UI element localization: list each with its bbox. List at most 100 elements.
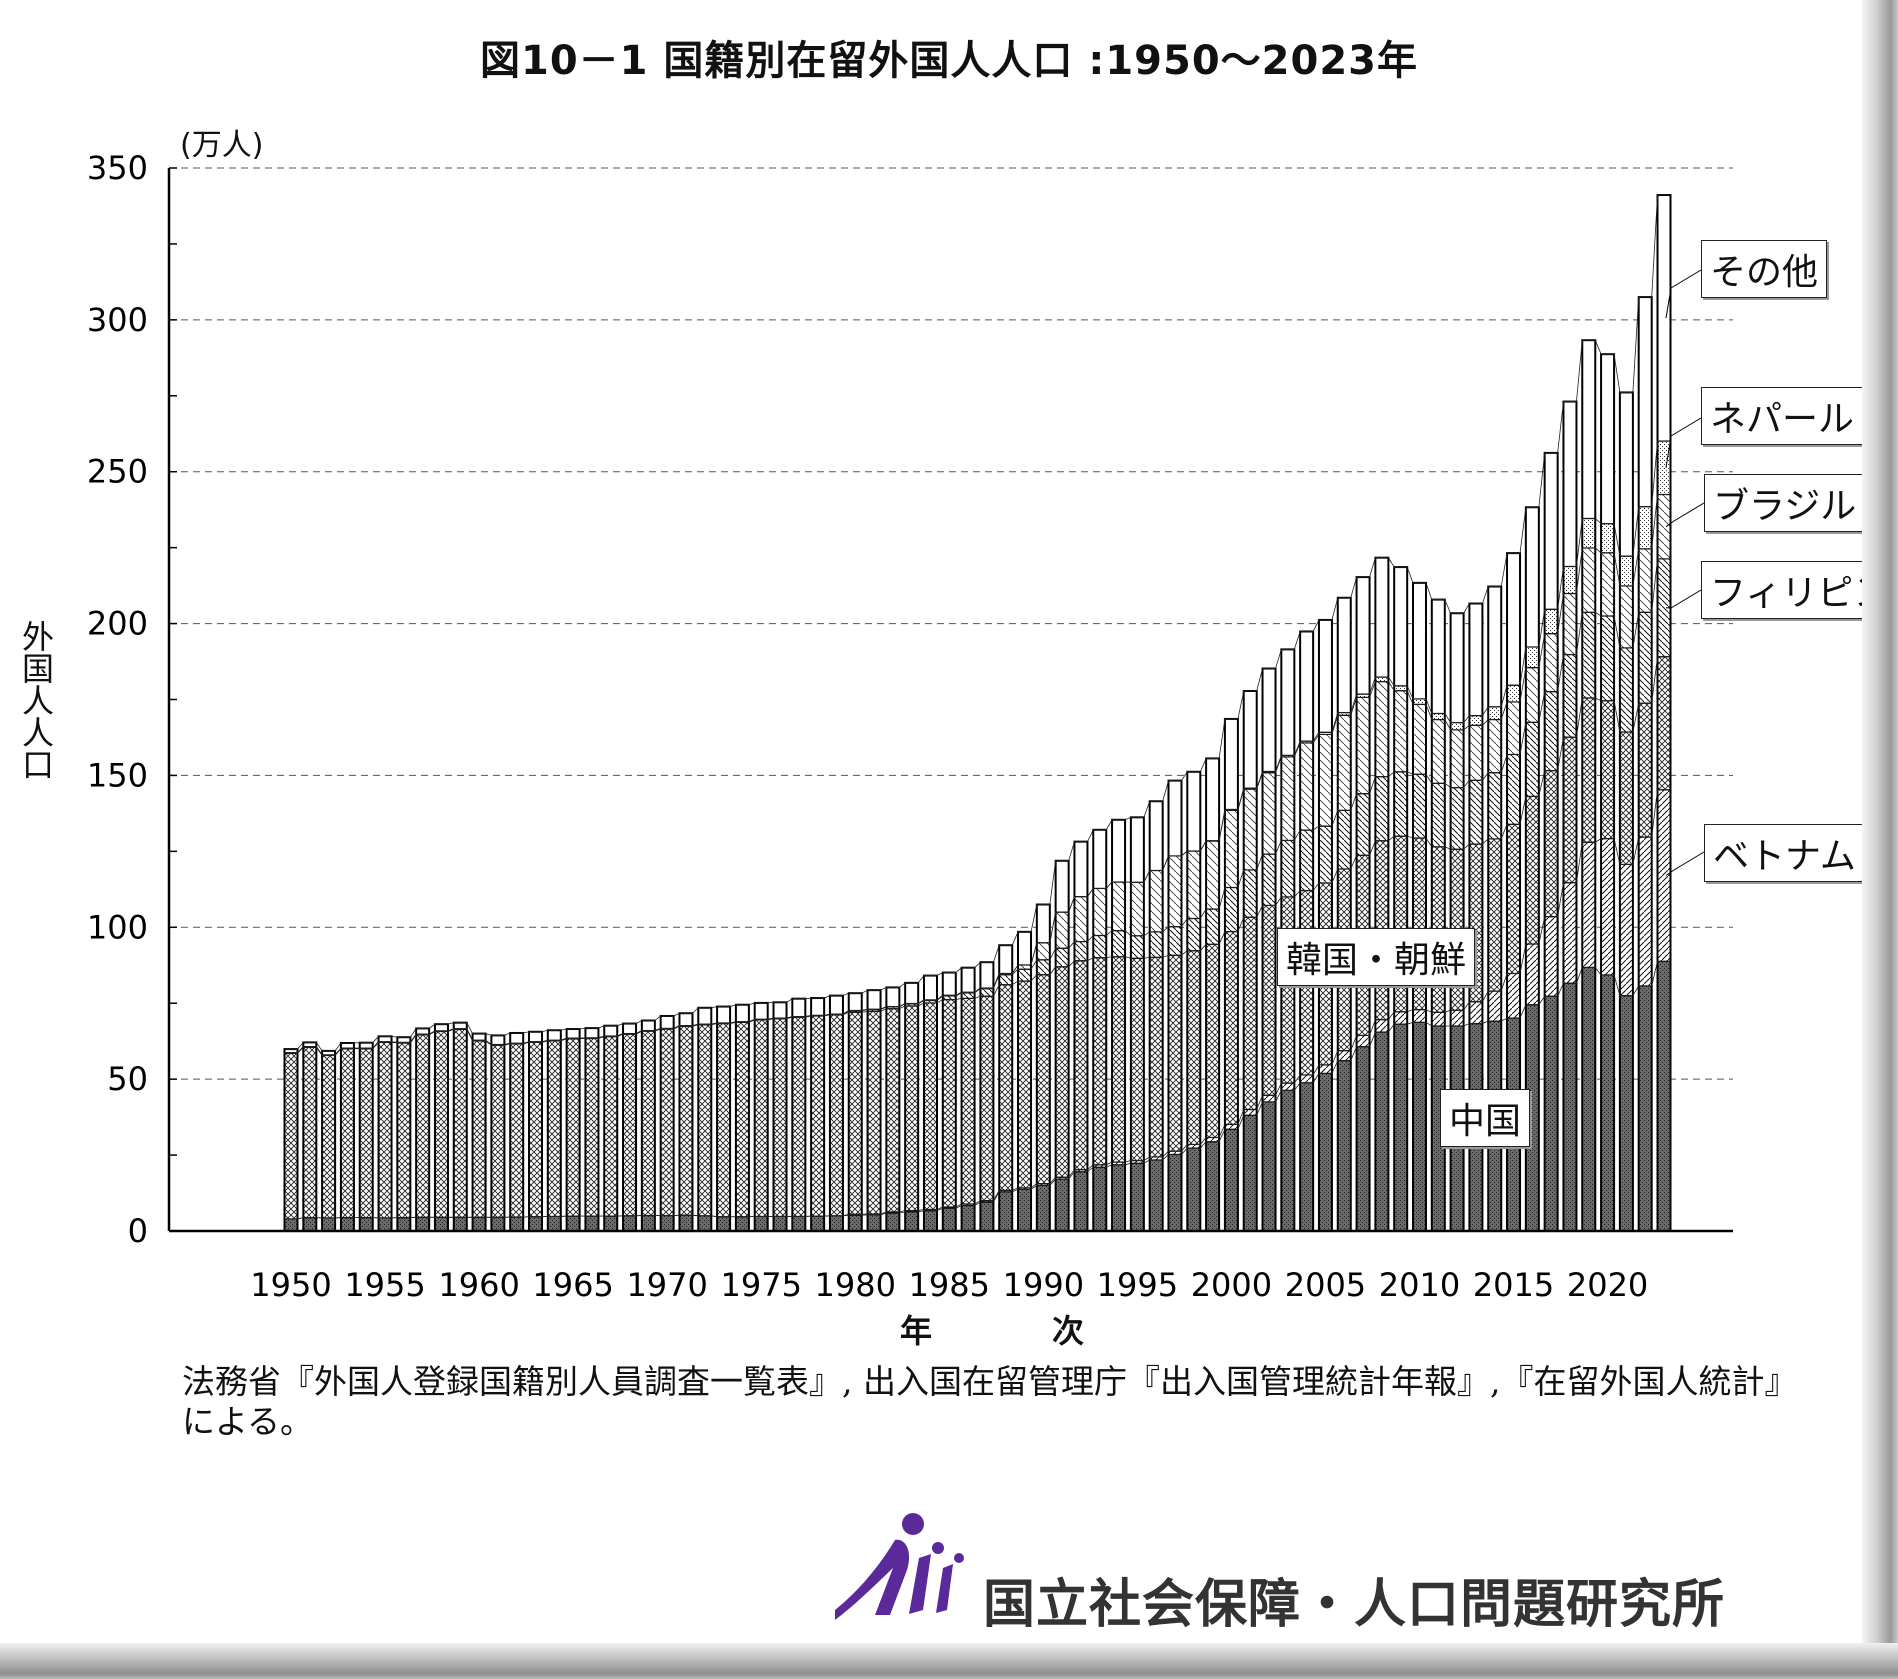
bar-segment-vietnam <box>1450 1009 1465 1027</box>
bar-segment-korea <box>1205 943 1220 1139</box>
x-tick-label: 1985 <box>909 1266 990 1304</box>
bar-segment-china <box>678 1214 694 1232</box>
bar-segment-vietnam <box>1224 1123 1239 1130</box>
bar-segment-korea <box>1525 795 1540 945</box>
bar-segment-other <box>528 1031 543 1043</box>
bar-segment-china <box>885 1212 900 1232</box>
bar-segment-china <box>434 1216 449 1232</box>
bar-segment-nepal <box>1638 506 1653 550</box>
bar-segment-china <box>359 1217 374 1232</box>
boundary-line-nepal <box>284 440 1671 1056</box>
bar-segment-china <box>810 1215 825 1232</box>
leader-line-brazil <box>1665 502 1705 528</box>
bar-segment-china <box>1581 966 1596 1232</box>
bar-segment-philippines <box>1487 772 1502 840</box>
bar-segment-philippines <box>1600 615 1615 702</box>
bar-segment-china <box>340 1217 355 1232</box>
bar-segment-other <box>735 1004 750 1023</box>
bar-segment-china <box>1337 1060 1352 1232</box>
y-tick-label: 300 <box>87 301 148 339</box>
bar-segment-other <box>603 1025 618 1037</box>
bar-segment-korea <box>1092 957 1107 1166</box>
bar-segment-brazil <box>1224 809 1239 889</box>
bar-segment-vietnam <box>1525 943 1540 1006</box>
bar-segment-brazil <box>1355 696 1371 795</box>
bar-segment-china <box>716 1216 731 1232</box>
bar-segment-china <box>1544 995 1559 1232</box>
bar-segment-vietnam <box>1393 1011 1408 1025</box>
bar-segment-philippines <box>1562 653 1578 738</box>
bar-segment-other <box>1355 576 1371 695</box>
bar-segment-china <box>547 1215 562 1232</box>
bar-segment-other <box>434 1023 449 1032</box>
boundary-line-other <box>284 194 1671 1052</box>
bar-segment-korea <box>1581 697 1596 843</box>
bar-segment-brazil <box>1280 756 1295 842</box>
bar-segment-korea <box>509 1043 524 1218</box>
bar-segment-other <box>1374 557 1389 678</box>
bar-segment-philippines <box>1506 753 1521 825</box>
bar-segment-korea <box>979 995 995 1202</box>
bar-segment-other <box>1036 903 1051 944</box>
bar-segment-philippines <box>1355 793 1371 856</box>
bar-segment-korea <box>1149 956 1164 1158</box>
bar-segment-philippines <box>1167 926 1183 956</box>
bar-segment-korea <box>1186 950 1201 1146</box>
bar-segment-philippines <box>1337 809 1352 870</box>
bar-segment-nepal <box>1581 517 1596 549</box>
bar-segment-other <box>1092 829 1107 890</box>
x-tick-label: 1980 <box>815 1266 896 1304</box>
leader-line-other <box>1665 269 1702 319</box>
bar-segment-brazil <box>1600 552 1615 617</box>
bar-segment-brazil <box>1130 881 1145 937</box>
bar-segment-korea <box>848 1011 863 1215</box>
bar-segment-china <box>1393 1023 1408 1232</box>
bar-segment-brazil <box>1487 718 1502 774</box>
x-tick-label: 1950 <box>250 1266 331 1304</box>
bar-segment-china <box>1186 1147 1201 1232</box>
bar-segment-china <box>791 1215 806 1232</box>
bar-segment-other <box>1055 860 1070 913</box>
bar-segment-philippines <box>1036 959 1051 976</box>
bar-segment-china <box>1111 1164 1126 1232</box>
label-korea: 韓国・朝鮮 <box>1277 928 1476 986</box>
x-tick-label: 2020 <box>1567 1266 1648 1304</box>
bar-segment-other <box>547 1029 562 1041</box>
bar-segment-brazil <box>1318 733 1333 827</box>
x-tick-label: 1995 <box>1097 1266 1178 1304</box>
bar-segment-china <box>622 1215 637 1232</box>
bar-segment-korea <box>1261 904 1277 1096</box>
bar-segment-philippines <box>1412 773 1427 839</box>
bar-segment-korea <box>302 1046 317 1219</box>
bar-segment-brazil <box>1205 840 1220 910</box>
bar-segment-nepal <box>1487 706 1502 721</box>
bar-segment-vietnam <box>1243 1108 1258 1116</box>
bar-segment-other <box>979 961 995 989</box>
bar-segment-other <box>942 971 957 996</box>
bar-segment-brazil <box>1544 632 1559 693</box>
bar-segment-philippines <box>1243 869 1258 918</box>
bar-segment-korea <box>1055 966 1070 1178</box>
bar-segment-other <box>1149 800 1164 872</box>
bar-segment-other <box>1638 296 1653 508</box>
bar-segment-korea <box>283 1052 299 1220</box>
bar-segment-korea <box>340 1048 355 1219</box>
bar-segment-philippines <box>1055 947 1070 968</box>
bar-segment-vietnam <box>1261 1094 1277 1103</box>
bar-segment-china <box>1562 982 1578 1232</box>
y-tick-label: 150 <box>87 756 148 794</box>
bar-segment-china <box>866 1214 882 1232</box>
axes <box>167 167 1733 1233</box>
bar-segment-brazil <box>1393 690 1408 773</box>
bar-segment-philippines <box>1581 611 1596 699</box>
bar-segment-nepal <box>1619 555 1634 587</box>
bar-segment-china <box>942 1207 957 1232</box>
bar-segment-vietnam <box>1355 1034 1371 1048</box>
bar-segment-korea <box>923 1002 938 1211</box>
bar-segment-korea <box>528 1041 543 1218</box>
bar-segment-other <box>641 1019 656 1032</box>
bar-segment-other <box>716 1005 731 1024</box>
bar-segment-brazil <box>1036 942 1051 961</box>
bar-segment-brazil <box>1468 724 1484 781</box>
bar-segment-vietnam <box>1581 841 1596 968</box>
